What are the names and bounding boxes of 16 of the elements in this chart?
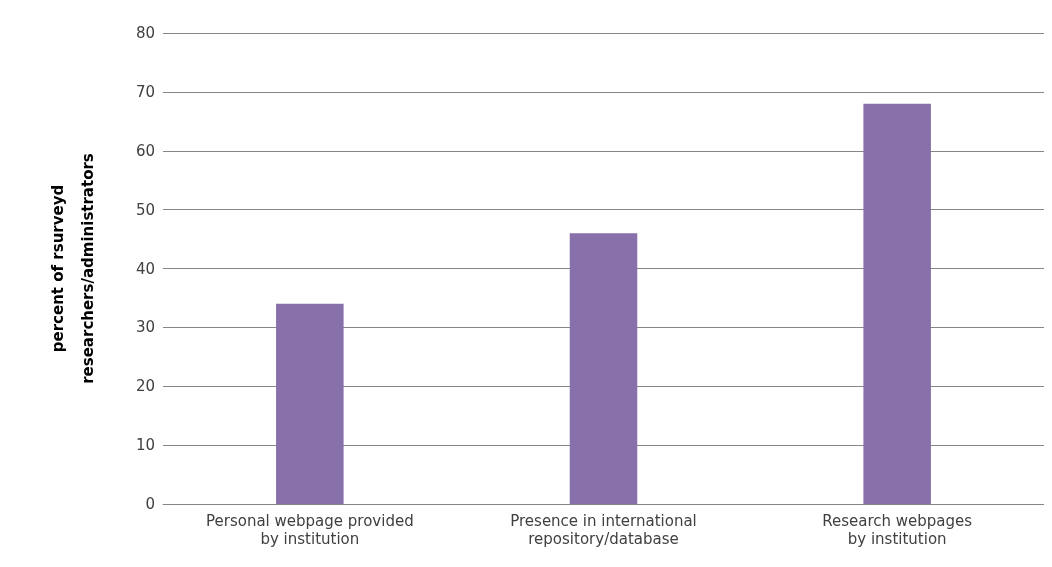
bar [569,233,638,504]
y-axis-title: percent of rsurveyd researchers/administrators [49,153,97,384]
y-tick-label: 80 [135,24,155,42]
y-tick-label: 50 [135,200,155,219]
x-tick-label: Research webpages by institution [822,512,973,548]
x-tick-label: Presence in international repository/database [510,512,697,548]
y-tick-label: 60 [135,141,155,160]
y-tick-label: 40 [135,259,155,278]
y-tick-label: 0 [145,495,155,513]
bar [863,103,931,504]
x-tick-label: Personal webpage provided by institution [206,512,414,548]
y-tick-label: 70 [135,82,155,101]
bar [276,303,344,504]
y-tick-label: 30 [135,318,155,337]
y-tick-label: 20 [135,377,155,396]
y-tick-label: 10 [135,436,155,455]
